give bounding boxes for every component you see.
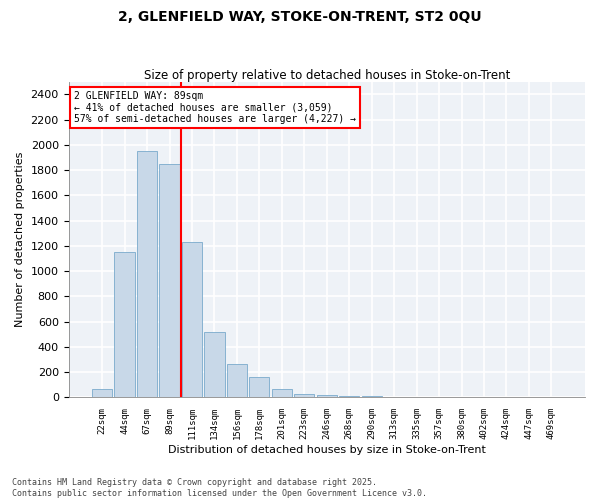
Text: Contains HM Land Registry data © Crown copyright and database right 2025.
Contai: Contains HM Land Registry data © Crown c… [12,478,427,498]
Bar [182,242,202,398]
X-axis label: Distribution of detached houses by size in Stoke-on-Trent: Distribution of detached houses by size … [168,445,486,455]
Text: 2 GLENFIELD WAY: 89sqm
← 41% of detached houses are smaller (3,059)
57% of semi-: 2 GLENFIELD WAY: 89sqm ← 41% of detached… [74,91,356,124]
Bar [317,395,337,398]
Bar [205,332,224,398]
Bar [137,151,157,398]
Bar [384,397,404,398]
Bar [272,388,292,398]
Bar [227,364,247,398]
Bar [339,396,359,398]
Bar [160,164,179,398]
Bar [115,252,134,398]
Title: Size of property relative to detached houses in Stoke-on-Trent: Size of property relative to detached ho… [143,69,510,82]
Bar [294,394,314,398]
Bar [249,376,269,398]
Y-axis label: Number of detached properties: Number of detached properties [15,152,25,328]
Bar [362,396,382,398]
Bar [92,388,112,398]
Text: 2, GLENFIELD WAY, STOKE-ON-TRENT, ST2 0QU: 2, GLENFIELD WAY, STOKE-ON-TRENT, ST2 0Q… [118,10,482,24]
